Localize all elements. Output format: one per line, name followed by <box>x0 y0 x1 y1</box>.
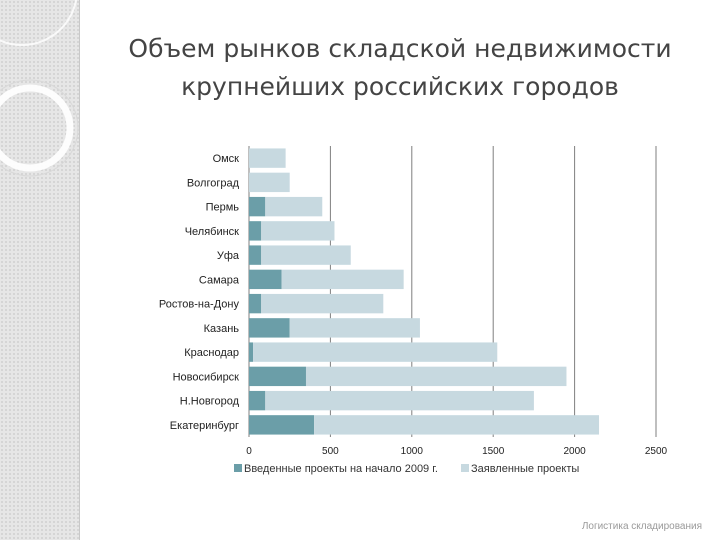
x-tick-label: 2500 <box>645 446 668 457</box>
x-tick-label: 1500 <box>482 446 505 457</box>
bar-introduced <box>249 390 266 411</box>
legend-swatch <box>461 464 469 472</box>
slide-title: Объем рынков складской недвижимости круп… <box>128 34 672 101</box>
bar-declared <box>249 172 290 193</box>
bar-declared <box>261 221 335 241</box>
tick-labels: 0 500 1000 1500 2000 2500 <box>246 446 667 457</box>
category-label: Пермь <box>206 202 240 214</box>
category-label: Омск <box>213 153 240 165</box>
bar-declared <box>261 245 351 265</box>
bar-declared <box>314 415 600 435</box>
bar-introduced <box>249 245 262 265</box>
category-label: Казань <box>204 323 240 335</box>
category-label: Самара <box>199 274 240 286</box>
bar-declared <box>261 293 384 314</box>
bar-declared <box>249 148 286 168</box>
category-label: Ростов-на-Дону <box>159 299 240 311</box>
footer-text: Логистика складирования <box>581 521 702 532</box>
x-tick-label: 0 <box>246 446 252 457</box>
bar-introduced <box>249 269 282 290</box>
bar-introduced <box>249 366 306 387</box>
legend-label: Заявленные проекты <box>471 463 579 475</box>
category-label: Екатеринбург <box>170 420 239 432</box>
bar-declared <box>265 196 323 217</box>
bar-introduced <box>249 221 262 241</box>
category-labels: Омск Волгоград Пермь Челябинск Уфа Самара Рост… <box>159 153 240 432</box>
category-label: Уфа <box>217 250 240 262</box>
bar-declared <box>281 269 404 290</box>
bars-layer <box>249 148 600 435</box>
bar-introduced <box>249 342 254 362</box>
bar-declared <box>289 318 420 338</box>
grid-layer <box>248 146 657 437</box>
category-label: Новосибирск <box>173 371 240 383</box>
bar-declared <box>253 342 498 362</box>
x-tick-label: 500 <box>322 446 339 457</box>
legend-label: Введенные проекты на начало 2009 г. <box>244 463 438 475</box>
x-tick-label: 1000 <box>401 446 424 457</box>
x-tick-label: 2000 <box>563 446 586 457</box>
bar-introduced <box>249 196 266 217</box>
bar-introduced <box>249 415 315 435</box>
bar-declared <box>305 366 567 387</box>
category-label: Н.Новгород <box>180 396 240 408</box>
bar-introduced <box>249 318 290 338</box>
decorative-circles <box>0 0 79 177</box>
bar-introduced <box>249 293 262 314</box>
legend-swatch <box>234 464 242 472</box>
category-label: Краснодар <box>184 347 239 359</box>
legend: Введенные проекты на начало 2009 г. Заявл… <box>234 463 579 475</box>
bar-declared <box>265 390 534 411</box>
category-label: Челябинск <box>185 226 239 238</box>
category-label: Волгоград <box>187 177 240 189</box>
